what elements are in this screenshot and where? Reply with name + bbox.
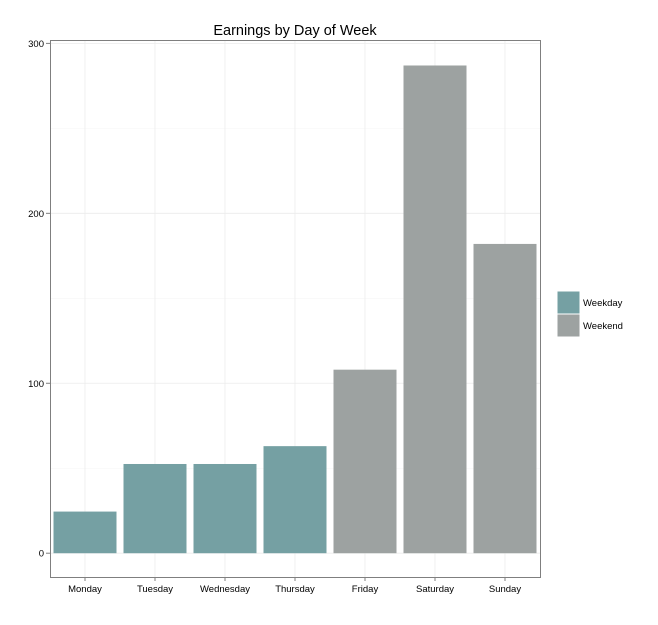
bar-sunday	[473, 243, 537, 554]
x-tick-label: Friday	[352, 584, 379, 595]
y-tick-label: 300	[28, 39, 44, 50]
x-tick-label: Wednesday	[200, 584, 250, 595]
x-tick-label: Monday	[68, 584, 102, 595]
bar-friday	[333, 369, 397, 554]
y-tick-label: 200	[28, 209, 44, 220]
bar-monday	[53, 511, 117, 554]
legend-key-weekday	[556, 290, 581, 315]
bar-thursday	[263, 446, 327, 554]
x-axis: Monday Tuesday Wednesday Thursday Friday Satu…	[68, 577, 521, 595]
x-tick-label: Sunday	[489, 584, 521, 595]
x-tick-label: Tuesday	[137, 584, 173, 595]
bars	[53, 65, 537, 554]
bar-tuesday	[123, 463, 187, 554]
x-tick-label: Thursday	[275, 584, 315, 595]
y-axis: 0 100 200 300	[28, 39, 50, 560]
legend-label: Weekday	[583, 298, 623, 309]
y-tick-label: 0	[39, 549, 44, 560]
bar-saturday	[403, 65, 467, 554]
legend-key-weekend	[556, 313, 581, 338]
legend: Weekday Weekend	[556, 290, 623, 338]
legend-label: Weekend	[583, 321, 623, 332]
bar-wednesday	[193, 463, 257, 554]
x-tick-label: Saturday	[416, 584, 454, 595]
y-tick-label: 100	[28, 379, 44, 390]
chart-title: Earnings by Day of Week	[213, 23, 377, 39]
